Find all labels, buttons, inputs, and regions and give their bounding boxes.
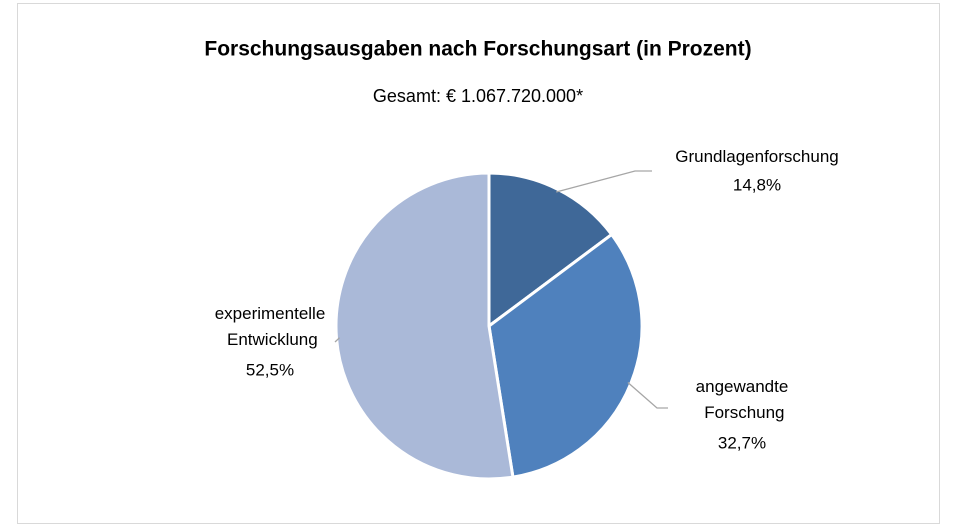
chart-subtitle: Gesamt: € 1.067.720.000*: [373, 86, 583, 106]
pie-slice: [487, 171, 614, 329]
value-label: 52,5%: [246, 360, 294, 379]
leader-line: [627, 382, 668, 409]
chart-title: Forschungsausgaben nach Forschungsart (i…: [204, 38, 751, 61]
leader-line: [334, 337, 340, 343]
value-label: 14,8%: [733, 175, 781, 194]
category-label: angewandte Forschung: [696, 377, 789, 422]
value-label: 32,7%: [718, 433, 766, 452]
leader-line: [556, 170, 652, 193]
category-label: experimentelle Entwicklung: [215, 304, 326, 349]
category-label: Grundlagenforschung: [675, 147, 839, 166]
pie-slice: [334, 171, 515, 481]
pie-slice: [487, 232, 644, 479]
